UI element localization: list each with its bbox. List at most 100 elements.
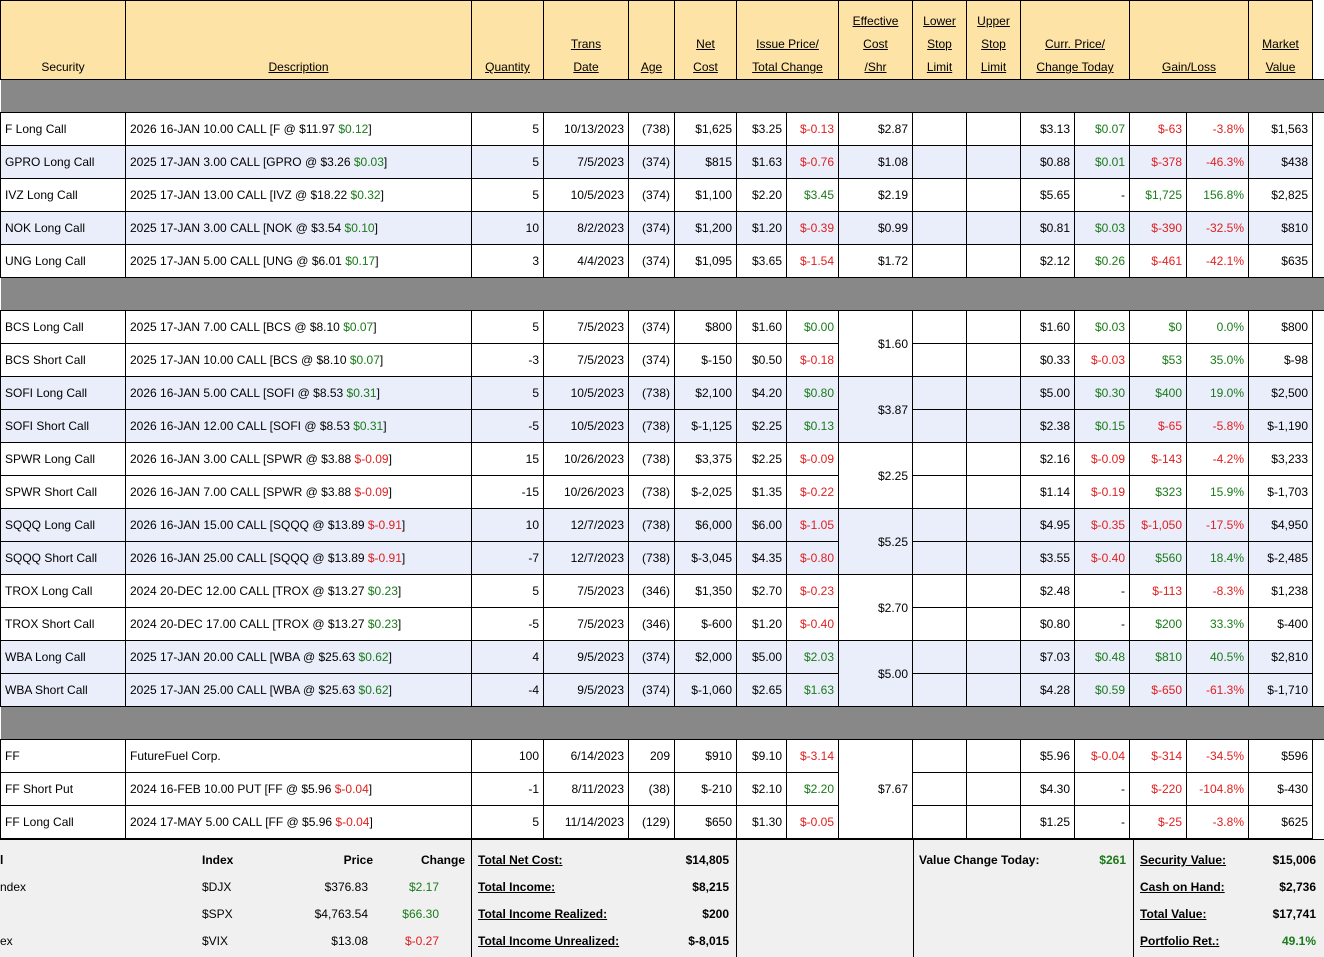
- gain-loss-pct-cell[interactable]: -4.2%: [1186, 442, 1249, 476]
- net-cost-cell[interactable]: $650: [674, 805, 737, 839]
- curr-price-cell[interactable]: $5.96: [1020, 739, 1075, 773]
- market-value-cell[interactable]: $635: [1248, 244, 1313, 278]
- change-today-cell[interactable]: $0.03: [1074, 211, 1130, 245]
- gain-loss-cell[interactable]: $-314: [1129, 739, 1187, 773]
- age-cell[interactable]: (738): [628, 541, 675, 575]
- market-value-cell[interactable]: $1,238: [1248, 574, 1313, 608]
- market-value-cell[interactable]: $1,563: [1248, 112, 1313, 146]
- quantity-cell[interactable]: 5: [471, 310, 544, 344]
- issue-price-cell[interactable]: $2.10: [736, 772, 787, 806]
- trans-date-cell[interactable]: 8/11/2023: [543, 772, 629, 806]
- curr-price-cell[interactable]: $7.03: [1020, 640, 1075, 674]
- curr-price-cell[interactable]: $3.13: [1020, 112, 1075, 146]
- trans-date-cell[interactable]: 7/5/2023: [543, 145, 629, 179]
- change-today-cell[interactable]: -: [1074, 178, 1130, 212]
- lower-stop-cell[interactable]: [912, 475, 967, 509]
- quantity-cell[interactable]: 3: [471, 244, 544, 278]
- trans-date-cell[interactable]: 10/5/2023: [543, 409, 629, 443]
- lower-stop-cell[interactable]: [912, 673, 967, 707]
- lower-stop-cell[interactable]: [912, 310, 967, 344]
- net-cost-cell[interactable]: $800: [674, 310, 737, 344]
- description-cell[interactable]: 2026 16-JAN 15.00 CALL [SQQQ @ $13.89 $-…: [125, 508, 472, 542]
- change-today-cell[interactable]: $-0.09: [1074, 442, 1130, 476]
- col-market-value[interactable]: Market Value: [1248, 0, 1313, 80]
- age-cell[interactable]: (346): [628, 574, 675, 608]
- market-value-cell[interactable]: $2,500: [1248, 376, 1313, 410]
- description-cell[interactable]: 2026 16-JAN 3.00 CALL [SPWR @ $3.88 $-0.…: [125, 442, 472, 476]
- security-cell[interactable]: IVZ Long Call: [0, 178, 126, 212]
- effective-cost-cell[interactable]: $3.87: [838, 376, 913, 443]
- curr-price-cell[interactable]: $5.00: [1020, 376, 1075, 410]
- quantity-cell[interactable]: -15: [471, 475, 544, 509]
- effective-cost-cell[interactable]: $7.67: [838, 739, 913, 839]
- age-cell[interactable]: (738): [628, 112, 675, 146]
- gain-loss-cell[interactable]: $-220: [1129, 772, 1187, 806]
- description-cell[interactable]: 2025 17-JAN 3.00 CALL [NOK @ $3.54 $0.10…: [125, 211, 472, 245]
- total-change-cell[interactable]: $-1.54: [786, 244, 839, 278]
- gain-loss-cell[interactable]: $560: [1129, 541, 1187, 575]
- issue-price-cell[interactable]: $0.50: [736, 343, 787, 377]
- net-cost-cell[interactable]: $-3,045: [674, 541, 737, 575]
- description-cell[interactable]: 2025 17-JAN 20.00 CALL [WBA @ $25.63 $0.…: [125, 640, 472, 674]
- gain-loss-cell[interactable]: $-25: [1129, 805, 1187, 839]
- upper-stop-cell[interactable]: [966, 673, 1021, 707]
- issue-price-cell[interactable]: $5.00: [736, 640, 787, 674]
- market-value-cell[interactable]: $-2,485: [1248, 541, 1313, 575]
- quantity-cell[interactable]: 10: [471, 508, 544, 542]
- net-cost-cell[interactable]: $2,000: [674, 640, 737, 674]
- trans-date-cell[interactable]: 7/5/2023: [543, 343, 629, 377]
- table-row[interactable]: FF Long Call 2024 17-MAY 5.00 CALL [FF @ …: [0, 805, 1324, 839]
- curr-price-cell[interactable]: $0.88: [1020, 145, 1075, 179]
- net-cost-cell[interactable]: $910: [674, 739, 737, 773]
- gain-loss-pct-cell[interactable]: 40.5%: [1186, 640, 1249, 674]
- upper-stop-cell[interactable]: [966, 178, 1021, 212]
- market-value-cell[interactable]: $810: [1248, 211, 1313, 245]
- trans-date-cell[interactable]: 7/5/2023: [543, 607, 629, 641]
- net-cost-cell[interactable]: $-1,125: [674, 409, 737, 443]
- total-change-cell[interactable]: $3.45: [786, 178, 839, 212]
- gain-loss-cell[interactable]: $-65: [1129, 409, 1187, 443]
- total-change-cell[interactable]: $-1.05: [786, 508, 839, 542]
- description-cell[interactable]: 2025 17-JAN 3.00 CALL [GPRO @ $3.26 $0.0…: [125, 145, 472, 179]
- age-cell[interactable]: (374): [628, 178, 675, 212]
- table-row[interactable]: IVZ Long Call 2025 17-JAN 13.00 CALL [IVZ…: [0, 178, 1324, 212]
- curr-price-cell[interactable]: $4.30: [1020, 772, 1075, 806]
- security-cell[interactable]: FF Long Call: [0, 805, 126, 839]
- security-cell[interactable]: SQQQ Short Call: [0, 541, 126, 575]
- table-row[interactable]: NOK Long Call 2025 17-JAN 3.00 CALL [NOK …: [0, 211, 1324, 245]
- gain-loss-cell[interactable]: $-1,050: [1129, 508, 1187, 542]
- security-cell[interactable]: SPWR Long Call: [0, 442, 126, 476]
- description-cell[interactable]: 2024 20-DEC 17.00 CALL [TROX @ $13.27 $0…: [125, 607, 472, 641]
- upper-stop-cell[interactable]: [966, 574, 1021, 608]
- col-age[interactable]: Age: [628, 0, 675, 80]
- trans-date-cell[interactable]: 10/13/2023: [543, 112, 629, 146]
- security-cell[interactable]: F Long Call: [0, 112, 126, 146]
- curr-price-cell[interactable]: $2.16: [1020, 442, 1075, 476]
- change-today-cell[interactable]: -: [1074, 607, 1130, 641]
- issue-price-cell[interactable]: $1.30: [736, 805, 787, 839]
- security-cell[interactable]: FF: [0, 739, 126, 773]
- net-cost-cell[interactable]: $-600: [674, 607, 737, 641]
- quantity-cell[interactable]: -3: [471, 343, 544, 377]
- upper-stop-cell[interactable]: [966, 112, 1021, 146]
- net-cost-cell[interactable]: $815: [674, 145, 737, 179]
- net-cost-cell[interactable]: $-2,025: [674, 475, 737, 509]
- gain-loss-cell[interactable]: $-461: [1129, 244, 1187, 278]
- age-cell[interactable]: 209: [628, 739, 675, 773]
- upper-stop-cell[interactable]: [966, 640, 1021, 674]
- gain-loss-cell[interactable]: $-650: [1129, 673, 1187, 707]
- security-cell[interactable]: SOFI Long Call: [0, 376, 126, 410]
- security-cell[interactable]: BCS Long Call: [0, 310, 126, 344]
- table-row[interactable]: SPWR Long Call 2026 16-JAN 3.00 CALL [SPW…: [0, 442, 1324, 509]
- total-change-cell[interactable]: $-0.23: [786, 574, 839, 608]
- market-value-cell[interactable]: $-1,703: [1248, 475, 1313, 509]
- market-value-cell[interactable]: $4,950: [1248, 508, 1313, 542]
- effective-cost-cell[interactable]: $2.25: [838, 442, 913, 509]
- security-cell[interactable]: TROX Long Call: [0, 574, 126, 608]
- gain-loss-cell[interactable]: $0: [1129, 310, 1187, 344]
- age-cell[interactable]: (374): [628, 244, 675, 278]
- upper-stop-cell[interactable]: [966, 310, 1021, 344]
- quantity-cell[interactable]: -5: [471, 409, 544, 443]
- market-value-cell[interactable]: $-1,710: [1248, 673, 1313, 707]
- change-today-cell[interactable]: $0.48: [1074, 640, 1130, 674]
